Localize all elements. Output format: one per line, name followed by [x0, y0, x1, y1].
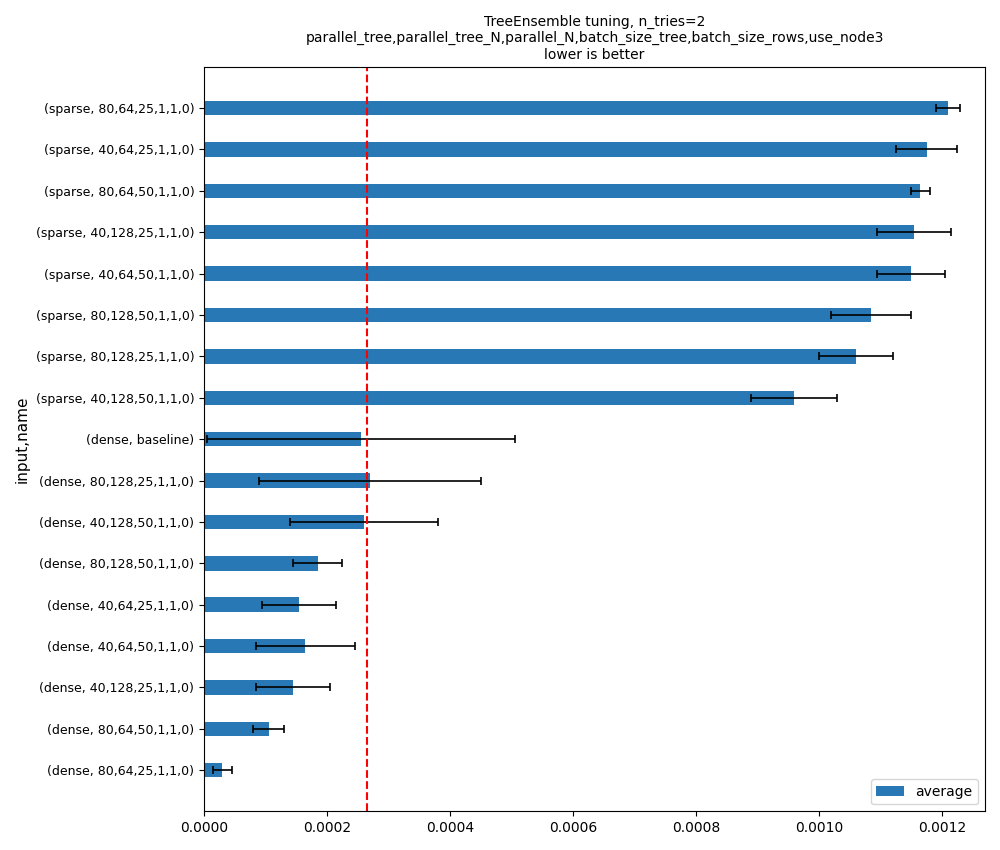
- Bar: [204, 763, 222, 778]
- Bar: [204, 225, 914, 240]
- Bar: [204, 556, 318, 570]
- Legend: average: average: [871, 779, 978, 804]
- Bar: [204, 514, 364, 530]
- Bar: [204, 142, 927, 156]
- Bar: [204, 184, 920, 198]
- Bar: [204, 722, 269, 736]
- Bar: [204, 349, 856, 364]
- Bar: [204, 308, 871, 322]
- Bar: [204, 473, 370, 488]
- Bar: [204, 432, 361, 446]
- Bar: [204, 598, 299, 612]
- Title: TreeEnsemble tuning, n_tries=2
parallel_tree,parallel_tree_N,parallel_N,batch_si: TreeEnsemble tuning, n_tries=2 parallel_…: [305, 15, 884, 62]
- Bar: [204, 266, 911, 280]
- Bar: [204, 390, 794, 405]
- Bar: [204, 639, 305, 654]
- Y-axis label: input,name: input,name: [15, 395, 30, 483]
- Bar: [204, 680, 293, 694]
- Bar: [204, 101, 948, 116]
